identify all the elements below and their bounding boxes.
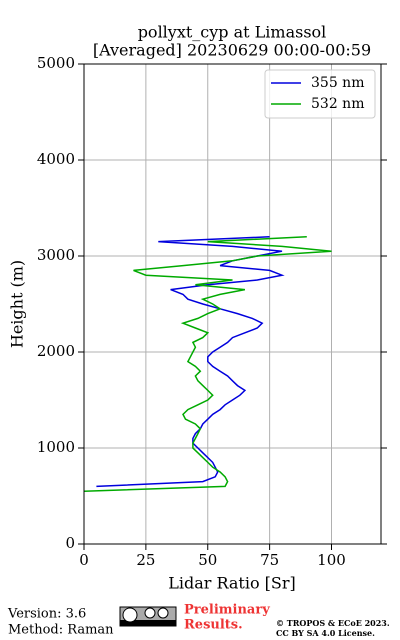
- x-tick-label: 75: [260, 551, 279, 569]
- y-tick-label: 2000: [37, 342, 75, 360]
- y-tick-label: 1000: [37, 438, 75, 456]
- legend-box: [264, 69, 376, 119]
- y-tick-label: 0: [65, 534, 75, 552]
- method: Method: Raman: [8, 623, 114, 638]
- copyright: © TROPOS & ECoE 2023.: [276, 618, 390, 628]
- x-tick-label: 100: [317, 551, 346, 569]
- plot-frame: [83, 63, 382, 545]
- chart-subtitle: [Averaged] 20230629 00:00-00:59: [93, 41, 371, 60]
- x-tick-label: 0: [79, 551, 89, 569]
- y-tick-label: 3000: [37, 246, 75, 264]
- y-tick-label: 4000: [37, 150, 75, 168]
- version: Version: 3.6: [7, 607, 86, 622]
- status: Preliminary: [184, 603, 270, 618]
- data-line: [96, 236, 285, 488]
- data-line: [84, 236, 332, 492]
- cc-logo: [119, 606, 177, 627]
- y-tick-label: 5000: [37, 54, 75, 72]
- legend-label: 355 nm: [311, 75, 364, 91]
- plot: [84, 236, 332, 492]
- x-tick-label: 25: [136, 551, 155, 569]
- x-tick-label: 50: [198, 551, 217, 569]
- status: Results.: [184, 618, 243, 633]
- legend-label: 532 nm: [311, 96, 364, 112]
- license: CC BY SA 4.0 License.: [276, 628, 375, 638]
- y-axis-label: Height (m): [8, 260, 27, 348]
- chart-title: pollyxt_cyp at Limassol: [138, 23, 327, 42]
- x-axis-label: Lidar Ratio [Sr]: [168, 574, 296, 593]
